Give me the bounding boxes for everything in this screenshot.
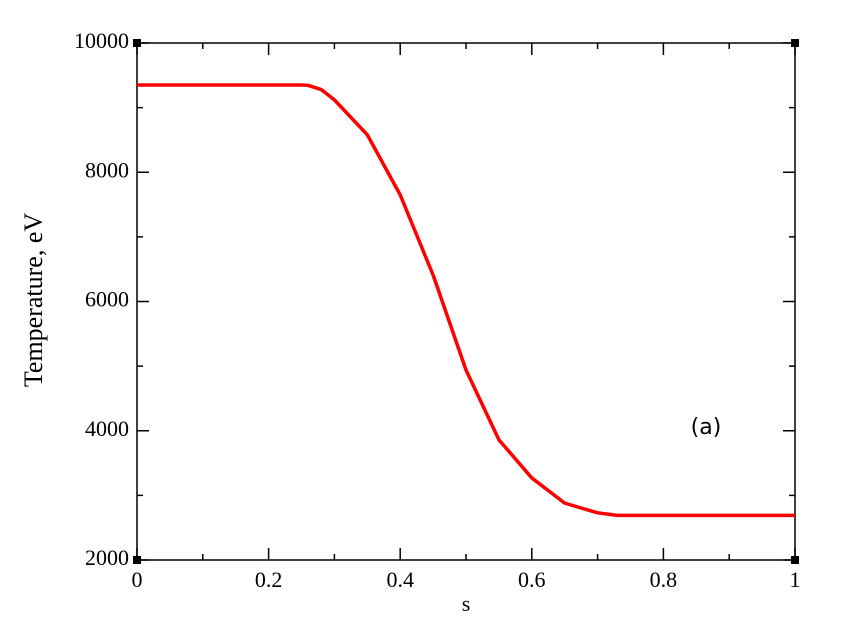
x-tick-label: 0	[132, 567, 143, 592]
y-tick-label: 6000	[85, 287, 129, 312]
y-tick-label: 8000	[85, 157, 129, 182]
y-tick-label: 2000	[85, 545, 129, 570]
x-axis-label: s	[462, 591, 471, 616]
y-tick-label: 10000	[74, 28, 129, 53]
x-tick-label: 1	[790, 567, 801, 592]
x-tick-label: 0.4	[386, 567, 414, 592]
y-tick-label: 4000	[85, 416, 129, 441]
x-tick-label: 0.2	[255, 567, 283, 592]
x-tick-label: 0.8	[650, 567, 678, 592]
annotation: (a)	[691, 415, 722, 440]
plot-frame	[136, 42, 796, 561]
data-line	[137, 83, 795, 518]
y-axis-label: Temperature, eV	[19, 213, 48, 388]
x-tick-label: 0.6	[518, 567, 546, 592]
